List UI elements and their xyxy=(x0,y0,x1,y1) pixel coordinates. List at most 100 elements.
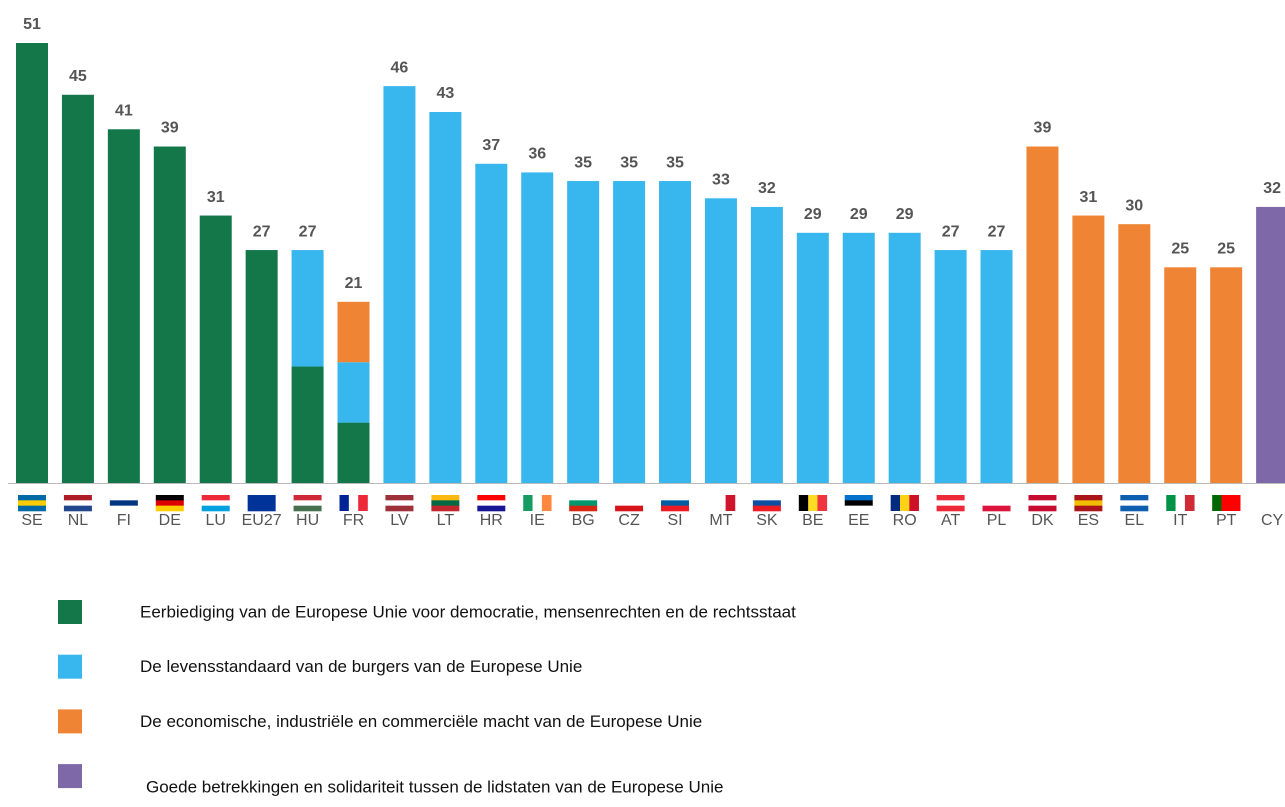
x-tick-label: BE xyxy=(802,512,823,529)
value-label: 37 xyxy=(482,137,500,154)
bar xyxy=(337,422,370,483)
flag-stripe xyxy=(247,505,276,512)
flag-stripe xyxy=(1028,505,1057,512)
flag-stripe xyxy=(1258,495,1285,501)
x-tick-label: ES xyxy=(1078,512,1099,529)
value-label: 36 xyxy=(528,146,546,163)
flag-stripe xyxy=(615,500,644,506)
flag-stripe xyxy=(339,495,350,511)
flag-stripe xyxy=(936,500,965,506)
value-label: 33 xyxy=(712,172,730,189)
flag-stripe xyxy=(1184,495,1195,511)
value-label: 25 xyxy=(1217,241,1235,258)
legend-swatch xyxy=(58,654,82,679)
flag-stripe xyxy=(63,505,92,512)
flag-stripe xyxy=(890,495,901,511)
flag-stripe xyxy=(1120,505,1149,512)
x-tick-label: RO xyxy=(893,512,917,529)
bar xyxy=(980,250,1013,483)
bar xyxy=(16,43,48,483)
flag-stripe xyxy=(936,495,965,501)
x-tick-label: MT xyxy=(709,512,732,529)
flag-stripe xyxy=(569,505,598,512)
flag-stripe xyxy=(752,495,781,501)
x-tick-label: FR xyxy=(343,512,364,529)
flag-stripe xyxy=(477,500,506,506)
flag-stripe xyxy=(201,495,230,501)
bar xyxy=(475,163,508,484)
value-label: 35 xyxy=(620,154,638,171)
x-tick-label: CY xyxy=(1261,512,1284,529)
value-label: 27 xyxy=(253,223,271,240)
flag-stripe xyxy=(63,500,92,506)
bar xyxy=(796,232,829,483)
legend-swatch xyxy=(58,600,82,624)
flag-stripe xyxy=(477,495,506,501)
flag-stripe xyxy=(936,505,965,512)
x-tick-label: FI xyxy=(117,512,131,529)
flag-stripe xyxy=(293,500,322,506)
bar xyxy=(521,172,554,484)
bar xyxy=(888,232,921,483)
value-label: 32 xyxy=(758,180,776,197)
value-label: 29 xyxy=(896,206,914,223)
legend-label: De levensstandaard van de burgers van de… xyxy=(140,657,582,676)
flag-stripe xyxy=(155,495,184,501)
flag-stripe xyxy=(293,505,322,512)
flag-stripe xyxy=(477,505,506,512)
flag-stripe xyxy=(569,495,598,501)
value-label: 27 xyxy=(942,223,960,240)
bar xyxy=(1072,215,1105,484)
flag-stripe xyxy=(201,500,230,506)
bar xyxy=(61,94,94,483)
bar xyxy=(291,250,324,367)
flag-stripe xyxy=(716,495,726,511)
x-tick-label: PT xyxy=(1216,512,1237,529)
value-label: 39 xyxy=(161,120,179,137)
x-tick-label: DE xyxy=(159,512,181,529)
value-label: 51 xyxy=(23,16,41,33)
bar xyxy=(291,366,324,483)
flag-stripe xyxy=(247,500,276,506)
flag-stripe xyxy=(532,495,543,511)
flag-stripe xyxy=(808,495,818,511)
value-label: 21 xyxy=(345,275,363,292)
flag-stripe xyxy=(155,505,184,512)
flag-stripe xyxy=(358,495,368,511)
value-label: 35 xyxy=(574,154,592,171)
x-tick-label: NL xyxy=(68,512,89,529)
bar xyxy=(337,301,370,363)
flag-stripe xyxy=(982,500,1011,506)
x-tick-label: AT xyxy=(941,512,960,529)
flag-stripe xyxy=(706,495,717,511)
value-label: 27 xyxy=(988,223,1006,240)
bar xyxy=(199,215,232,484)
flag-stripe xyxy=(63,495,92,501)
flag-stripe xyxy=(798,495,809,511)
flag-stripe xyxy=(900,495,910,511)
bar xyxy=(704,198,737,483)
value-label: 45 xyxy=(69,68,87,85)
bar xyxy=(1256,206,1285,483)
bar xyxy=(613,181,646,483)
value-label: 39 xyxy=(1034,120,1052,137)
flag-stripe xyxy=(155,500,184,506)
x-tick-label: PL xyxy=(987,512,1007,529)
legend-label: De economische, industriële en commercië… xyxy=(140,712,702,731)
flag-stripe xyxy=(661,495,690,501)
flag-stripe xyxy=(18,495,46,501)
x-tick-label: IT xyxy=(1173,512,1187,529)
flag-stripe xyxy=(1074,505,1103,512)
value-label: 27 xyxy=(299,223,317,240)
bar xyxy=(1118,224,1151,484)
flag-stripe xyxy=(431,500,460,506)
flag-stripe xyxy=(817,495,828,511)
legend-label: Goede betrekkingen en solidariteit tusse… xyxy=(146,778,723,797)
flag-stripe xyxy=(1028,500,1057,506)
flag-stripe xyxy=(109,500,138,506)
x-tick-label: IE xyxy=(530,512,545,529)
bar xyxy=(153,146,186,483)
flag-stripe xyxy=(1230,495,1241,511)
value-label: 32 xyxy=(1263,180,1281,197)
value-label: 35 xyxy=(666,154,684,171)
